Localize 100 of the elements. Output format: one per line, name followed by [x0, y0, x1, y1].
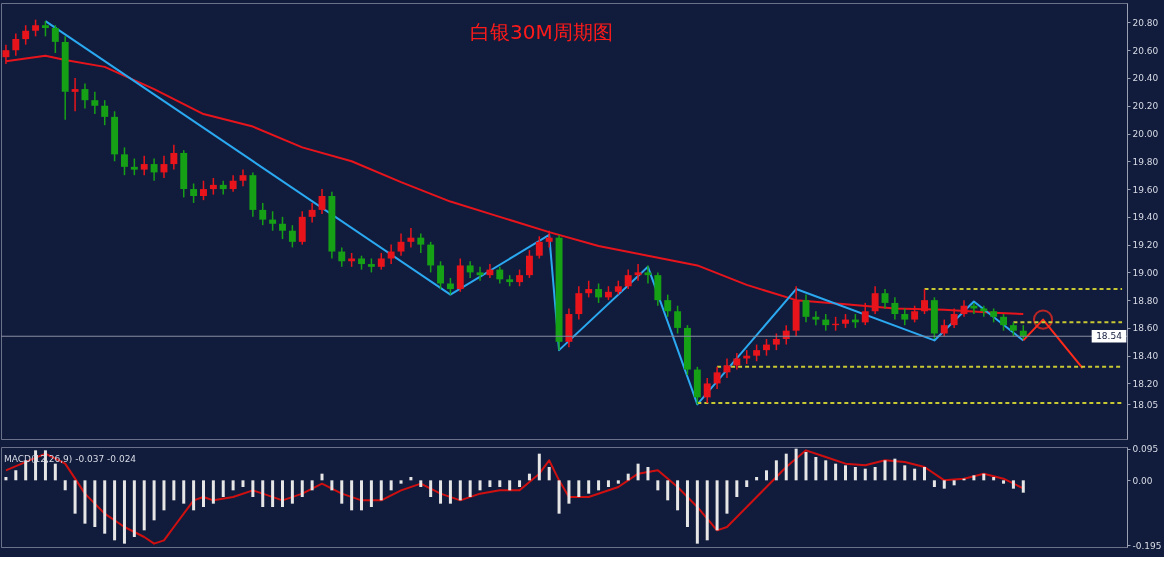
bar [735, 480, 739, 497]
bar [666, 480, 670, 501]
bar [764, 470, 768, 481]
y-tick-label: 18.80 [1132, 295, 1159, 306]
bar [63, 480, 67, 491]
bar [83, 480, 87, 524]
bar [527, 473, 531, 481]
line-series [4, 449, 1025, 545]
bar [616, 480, 620, 484]
bar [231, 480, 235, 491]
y-tick-label: 20.20 [1132, 101, 1159, 112]
bar [942, 480, 946, 489]
bar [142, 480, 146, 531]
bar [646, 467, 650, 481]
y-tick-label: 18.40 [1132, 351, 1159, 362]
bar [784, 453, 788, 481]
bar [271, 480, 275, 507]
bar [409, 477, 413, 481]
bar [903, 465, 907, 481]
bar [478, 480, 482, 491]
bar [508, 480, 512, 491]
bar [251, 480, 255, 497]
bar [300, 480, 304, 497]
bar [369, 480, 373, 507]
bar [419, 480, 423, 487]
bar [261, 480, 265, 507]
bar [330, 480, 334, 491]
y-tick-label: 20.80 [1132, 17, 1159, 28]
bar [913, 468, 917, 481]
bar [824, 460, 828, 481]
bar [636, 463, 640, 481]
bar [1011, 480, 1015, 489]
bar [93, 480, 97, 527]
bar [132, 480, 136, 537]
candlestick [259, 202, 267, 226]
text: 白银30M周期图 [470, 20, 613, 44]
bar [844, 465, 847, 481]
bar [992, 477, 996, 481]
bar [567, 480, 571, 504]
bar [201, 480, 205, 507]
bar [211, 480, 215, 504]
bar [537, 453, 541, 481]
y-tick-label: 19.20 [1132, 240, 1159, 251]
bar [389, 480, 393, 491]
y-tick-label: 18.60 [1132, 323, 1159, 334]
bar [241, 480, 245, 487]
bar [972, 475, 976, 481]
bar [547, 467, 551, 481]
bar [310, 480, 314, 491]
bar [685, 480, 689, 527]
bar [863, 468, 867, 481]
bar [577, 480, 581, 497]
bar [893, 458, 897, 481]
y-tick-label: 19.00 [1132, 267, 1159, 278]
bar [557, 480, 561, 514]
bar [982, 473, 986, 481]
bar [399, 480, 403, 484]
bar [448, 480, 452, 504]
bar [281, 480, 284, 507]
bar [656, 480, 660, 491]
bar [429, 480, 433, 497]
bar [4, 477, 8, 481]
bar [53, 463, 57, 481]
y-tick-label: 19.40 [1132, 212, 1159, 223]
y-tick-label: 20.60 [1132, 45, 1159, 56]
bar [172, 480, 176, 501]
bar [192, 480, 196, 511]
y-tick-label: 20.00 [1132, 129, 1159, 140]
bar [626, 473, 630, 481]
line-series [44, 20, 1025, 406]
bar [853, 467, 857, 481]
bar [587, 480, 591, 494]
y-tick-label: 20.40 [1132, 73, 1159, 84]
bar [606, 480, 610, 487]
bar [834, 463, 838, 481]
bar [597, 480, 601, 491]
bar [873, 467, 877, 481]
bar [468, 480, 472, 497]
y-tick-label: -0.195 [1132, 540, 1162, 551]
bar [122, 480, 126, 544]
y-tick-label: 18.05 [1132, 399, 1159, 410]
bar [113, 480, 117, 541]
bar [488, 480, 492, 487]
candlestick [121, 146, 128, 176]
bar [932, 480, 936, 487]
ref-line-label: 18.54 [1096, 331, 1123, 342]
bar [774, 460, 778, 481]
bar [73, 480, 77, 514]
bar [745, 480, 749, 487]
bar [498, 480, 502, 487]
bar [103, 480, 107, 534]
bar [715, 480, 719, 531]
bar [952, 480, 956, 486]
bar [883, 460, 887, 481]
bar [340, 480, 344, 504]
bar [923, 467, 927, 481]
y-tick-label: 0.00 [1132, 475, 1153, 486]
y-tick-label: 19.80 [1132, 156, 1159, 167]
bar [518, 480, 522, 487]
bar [360, 480, 364, 511]
